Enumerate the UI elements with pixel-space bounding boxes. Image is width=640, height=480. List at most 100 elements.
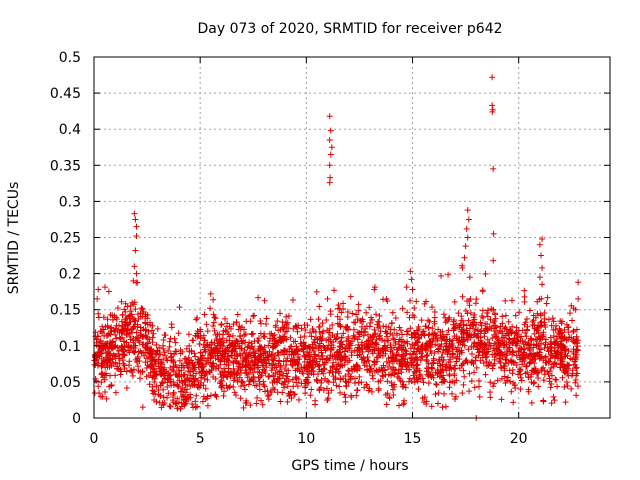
- data-point: [371, 368, 378, 375]
- data-point: [160, 345, 167, 352]
- data-point: [573, 365, 580, 372]
- data-point: [479, 288, 486, 295]
- data-point: [320, 328, 327, 335]
- data-point: [392, 355, 399, 362]
- data-point: [533, 370, 540, 377]
- data-point: [343, 338, 350, 345]
- data-point: [305, 352, 312, 359]
- data-point: [156, 351, 163, 358]
- data-point: [557, 343, 564, 350]
- data-point: [211, 327, 218, 334]
- data-point: [491, 310, 498, 317]
- data-point: [224, 345, 231, 352]
- data-point: [448, 390, 455, 397]
- data-point: [427, 348, 434, 355]
- data-point: [129, 329, 136, 336]
- data-point: [195, 364, 202, 371]
- data-point: [204, 370, 211, 377]
- data-point: [551, 360, 558, 367]
- data-point: [211, 340, 218, 347]
- data-point: [127, 333, 134, 340]
- data-point: [392, 340, 399, 347]
- data-point: [149, 339, 156, 346]
- data-point: [283, 313, 290, 320]
- data-point: [391, 326, 398, 333]
- data-point: [472, 326, 479, 333]
- data-point: [523, 333, 530, 340]
- data-point: [363, 340, 370, 347]
- data-point: [453, 320, 460, 327]
- data-point: [440, 390, 447, 397]
- data-point: [285, 312, 292, 319]
- data-point: [201, 375, 208, 382]
- data-point: [153, 341, 160, 348]
- data-point: [451, 362, 458, 369]
- data-point: [471, 319, 478, 326]
- data-point: [257, 317, 264, 324]
- data-point: [304, 368, 311, 375]
- data-point: [540, 398, 547, 405]
- data-point: [442, 319, 449, 326]
- data-point: [465, 333, 472, 340]
- data-point: [480, 344, 487, 351]
- data-point: [327, 127, 334, 134]
- data-point: [530, 380, 537, 387]
- data-point: [564, 365, 571, 372]
- data-point: [139, 404, 146, 411]
- data-point: [433, 381, 440, 388]
- data-point: [137, 369, 144, 376]
- data-point: [483, 310, 490, 317]
- data-point: [423, 352, 430, 359]
- data-point: [333, 366, 340, 373]
- data-point: [542, 359, 549, 366]
- data-point: [483, 358, 490, 365]
- data-point: [460, 381, 467, 388]
- data-point: [241, 354, 248, 361]
- x-tick-label: 20: [510, 431, 528, 447]
- data-point: [476, 377, 483, 384]
- y-tick-label: 0.2: [59, 267, 81, 283]
- data-point: [364, 367, 371, 374]
- data-point: [240, 404, 247, 411]
- data-point: [201, 337, 208, 344]
- data-point: [559, 374, 566, 381]
- data-point: [136, 339, 143, 346]
- data-point: [356, 333, 363, 340]
- data-point: [208, 346, 215, 353]
- data-point: [200, 332, 207, 339]
- data-point: [150, 330, 157, 337]
- data-point: [291, 391, 298, 398]
- data-point: [375, 385, 382, 392]
- data-point: [406, 314, 413, 321]
- data-point: [472, 300, 479, 307]
- data-point: [197, 382, 204, 389]
- data-point: [523, 352, 530, 359]
- data-point: [161, 368, 168, 375]
- data-point: [297, 340, 304, 347]
- data-point: [115, 347, 122, 354]
- data-point: [386, 360, 393, 367]
- data-point: [392, 314, 399, 321]
- data-point: [234, 311, 241, 318]
- data-point: [368, 388, 375, 395]
- data-point: [169, 397, 176, 404]
- data-point: [544, 294, 551, 301]
- data-point: [297, 334, 304, 341]
- data-point: [352, 319, 359, 326]
- data-point: [175, 367, 182, 374]
- data-point: [272, 343, 279, 350]
- data-point: [102, 370, 109, 377]
- data-point: [132, 336, 139, 343]
- data-point: [96, 390, 103, 397]
- data-point: [462, 243, 469, 250]
- data-point: [316, 362, 323, 369]
- data-point: [467, 309, 474, 316]
- data-point: [397, 327, 404, 334]
- data-point: [154, 325, 161, 332]
- data-point: [176, 371, 183, 378]
- y-tick-label: 0: [72, 411, 81, 427]
- data-point: [339, 344, 346, 351]
- data-point: [233, 319, 240, 326]
- data-point: [410, 372, 417, 379]
- data-point: [441, 337, 448, 344]
